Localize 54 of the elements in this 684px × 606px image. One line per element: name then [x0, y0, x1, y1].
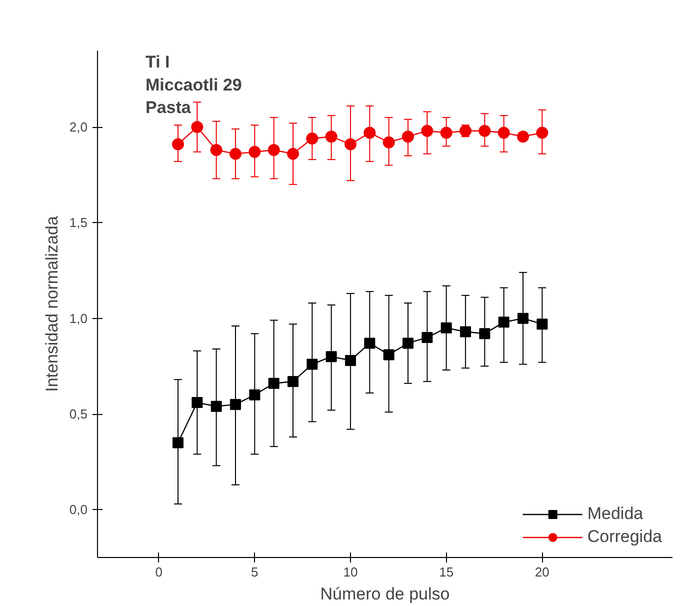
point: [498, 126, 510, 139]
y-tick-label: 2,0: [69, 120, 88, 135]
point: [421, 124, 434, 137]
y-tick-label: 1,5: [69, 215, 88, 230]
point: [460, 326, 471, 338]
point: [191, 121, 204, 134]
point: [364, 126, 376, 139]
point: [364, 338, 376, 349]
y-tick-label: 0,5: [69, 406, 88, 422]
x-tick-label: 5: [251, 564, 258, 580]
point: [440, 322, 452, 334]
point: [288, 376, 298, 387]
text: Ti I Miccaotli 29 Pasta: [146, 52, 242, 118]
x-axis-title: Número de pulso: [320, 584, 450, 604]
point: [192, 397, 203, 408]
x-tick-label: 0: [155, 564, 162, 580]
point: [345, 354, 356, 366]
point: [306, 358, 318, 370]
point: [249, 389, 260, 400]
legend-label: Corregida: [587, 527, 662, 547]
point: [306, 132, 318, 144]
point: [479, 328, 490, 340]
y-axis-title: Intensidad normalizada: [42, 216, 62, 392]
point: [287, 148, 299, 160]
point: [326, 351, 337, 362]
point: [498, 316, 510, 328]
point: [518, 312, 528, 324]
point: [344, 138, 356, 150]
point: [382, 136, 395, 148]
x-tick-label: 10: [343, 564, 358, 580]
y-tick-label: 0,0: [69, 502, 88, 518]
point: [230, 398, 241, 410]
point: [402, 338, 414, 349]
point: [536, 126, 548, 139]
point: [422, 332, 433, 343]
point: [440, 126, 452, 139]
x-tick-label: 20: [534, 564, 550, 580]
x-tick-label: 15: [439, 564, 454, 580]
point: [172, 138, 184, 150]
point: [248, 146, 261, 158]
point: [478, 124, 491, 137]
point: [210, 400, 222, 412]
point: [325, 130, 338, 143]
point: [402, 130, 414, 143]
legend-label: Medida: [587, 504, 644, 524]
point: [210, 144, 222, 156]
point: [517, 130, 529, 143]
point: [172, 437, 184, 448]
point: [268, 378, 280, 389]
point: [383, 349, 394, 360]
y-tick-label: 1,0: [69, 310, 88, 326]
point: [536, 318, 548, 330]
point: [230, 148, 242, 160]
point: [268, 144, 280, 156]
